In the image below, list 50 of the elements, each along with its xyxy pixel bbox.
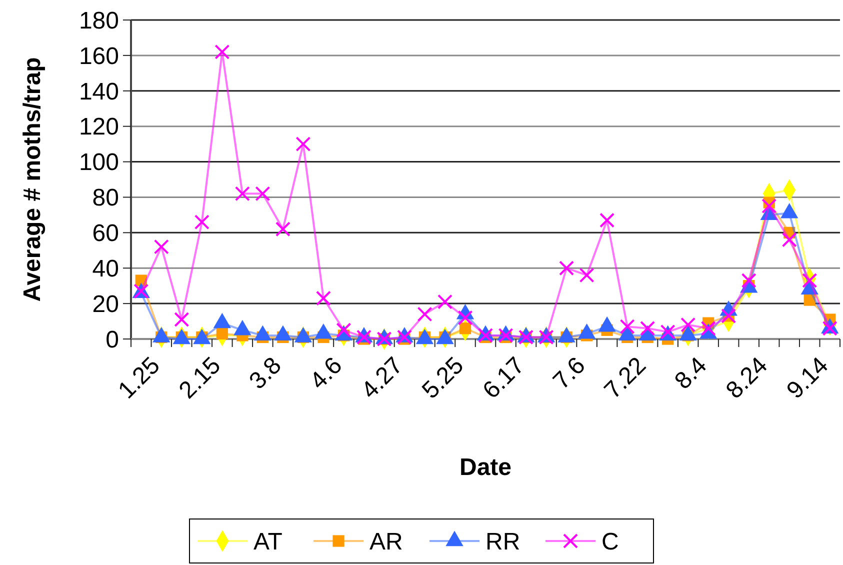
point	[741, 273, 756, 288]
y-tick-label: 0	[106, 326, 119, 354]
point	[437, 294, 452, 310]
point	[782, 232, 797, 248]
x-tick-label: 7.22	[599, 352, 652, 404]
point	[600, 212, 615, 228]
legend-label: C	[602, 528, 619, 556]
point	[154, 239, 169, 254]
point	[296, 136, 311, 152]
x-tick-label: 7.6	[548, 352, 591, 395]
x-tick-label: 4.6	[304, 352, 348, 395]
point	[417, 306, 432, 322]
point	[804, 294, 816, 306]
y-tick-label: 100	[78, 149, 119, 176]
y-tick-label: 60	[92, 220, 119, 248]
point	[762, 198, 777, 214]
y-tick-label: 80	[92, 184, 119, 212]
legend-label: AR	[370, 528, 403, 556]
point	[336, 322, 352, 338]
point	[620, 319, 635, 334]
legend-label: AT	[254, 528, 283, 556]
point	[255, 186, 270, 202]
point	[316, 290, 331, 306]
legend-label: RR	[486, 528, 520, 556]
point	[559, 260, 574, 276]
y-tick-label: 180	[78, 7, 119, 34]
point	[459, 322, 472, 334]
point	[214, 44, 230, 60]
point	[194, 214, 210, 230]
x-tick-label: 3.8	[244, 352, 287, 395]
point	[579, 268, 594, 283]
x-tick-label: 8.4	[670, 352, 712, 395]
x-axis-title: Date	[459, 454, 512, 481]
point	[700, 320, 716, 336]
y-tick-label: 140	[78, 78, 119, 106]
point	[174, 312, 190, 328]
point	[458, 310, 473, 326]
y-tick-label: 120	[78, 114, 119, 141]
point	[802, 273, 818, 288]
y-tick-label: 160	[78, 42, 119, 70]
x-tick-label: 8.24	[720, 352, 773, 404]
y-tick-label: 20	[92, 290, 119, 318]
point	[640, 320, 656, 336]
point	[275, 222, 290, 237]
x-tick-label: 9.14	[782, 352, 834, 404]
point	[216, 328, 228, 340]
point	[234, 186, 250, 202]
point	[680, 317, 696, 332]
y-axis-title: Average # moths/trap	[19, 57, 46, 302]
y-tick-label: 40	[92, 256, 119, 283]
